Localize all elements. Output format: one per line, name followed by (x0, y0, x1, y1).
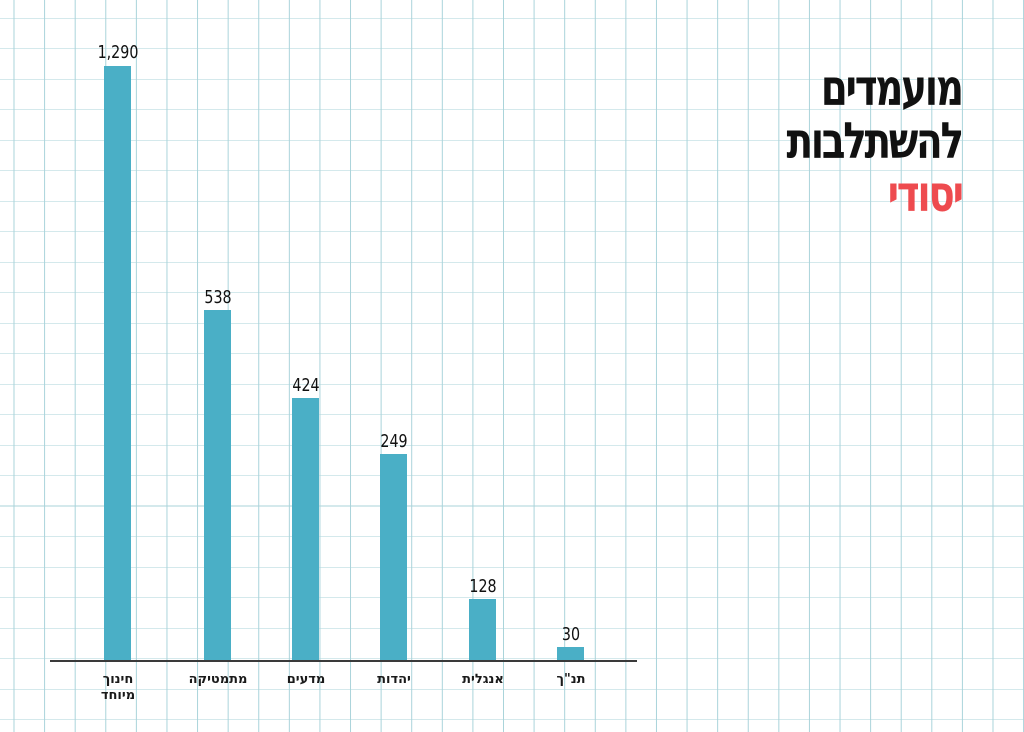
category-label: מדעים (286, 672, 326, 687)
x-axis-baseline (50, 660, 637, 662)
category-label: תנ"ך (556, 672, 586, 687)
bar-science (292, 398, 319, 661)
category-label: מתמטיקה (188, 672, 248, 687)
bar-english (469, 599, 496, 661)
bar-value-label: 538 (204, 287, 232, 308)
bar-value-label: 424 (292, 375, 320, 396)
bar-judaism (380, 454, 407, 661)
bar-value-label: 249 (380, 431, 408, 452)
bar-bible (557, 647, 584, 661)
title-line-1: מועמדים (821, 59, 964, 117)
category-label: יהדות (377, 672, 411, 687)
bar-value-label: 30 (561, 624, 581, 645)
bar-special-education (104, 66, 131, 661)
category-label-line: מיוחד (100, 688, 136, 703)
title-line-2: להשתלבות (786, 112, 965, 170)
chart-title: מועמדים להשתלבות יסודי (786, 59, 965, 223)
bar-value-label: 128 (469, 576, 497, 597)
bar-value-label: 1,290 (97, 42, 139, 63)
category-label-line: חינוך (102, 672, 134, 687)
category-label: אנגלית (462, 672, 504, 687)
category-label: חינוך מיוחד (68, 672, 168, 704)
title-line-3: יסודי (887, 165, 964, 223)
bar-mathematics (204, 310, 231, 661)
